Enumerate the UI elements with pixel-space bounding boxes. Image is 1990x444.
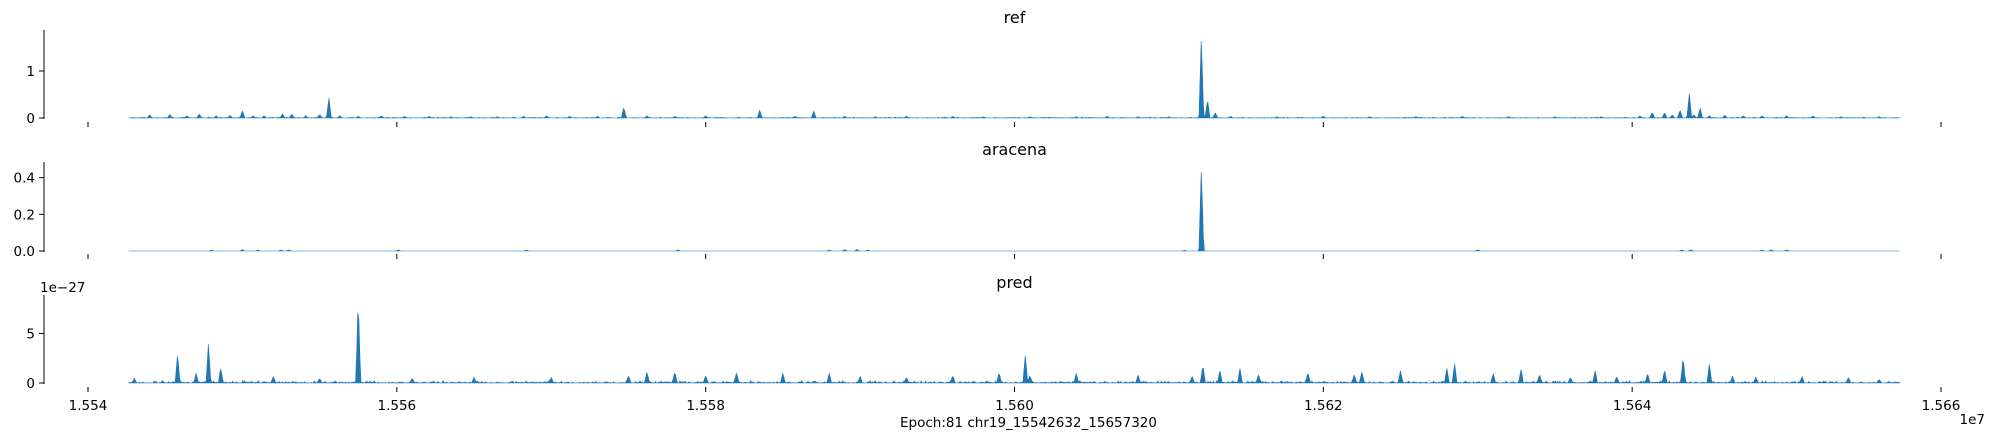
aracena-area-series bbox=[128, 172, 1900, 252]
x-axis-label: Epoch:81 chr19_15542632_15657320 bbox=[900, 415, 1157, 431]
ref-panel: ref 0 1 bbox=[26, 8, 1942, 127]
aracena-title: aracena bbox=[982, 140, 1047, 159]
pred-title: pred bbox=[996, 273, 1032, 292]
aracena-ytick-label: 0.0 bbox=[14, 244, 35, 260]
pred-ytick-label: 0 bbox=[26, 376, 35, 392]
xtick-label: 1.560 bbox=[995, 398, 1034, 414]
pred-area-series bbox=[128, 312, 1900, 384]
aracena-ytick-label: 0.4 bbox=[14, 171, 35, 187]
pred-ytick-label: 5 bbox=[26, 327, 35, 343]
xtick-label: 1.558 bbox=[686, 398, 725, 414]
xtick-label: 1.562 bbox=[1304, 398, 1343, 414]
ref-title: ref bbox=[1004, 8, 1026, 27]
aracena-ytick-label: 0.2 bbox=[14, 207, 35, 223]
ref-ytick-label: 0 bbox=[26, 111, 35, 127]
xtick-label: 1.556 bbox=[378, 398, 417, 414]
pred-panel: pred 1e−27 1e7 Epoch:81 chr19_15542632_1… bbox=[26, 273, 1985, 431]
y-offset-label: 1e−27 bbox=[40, 280, 85, 296]
x-offset-label: 1e7 bbox=[1960, 412, 1985, 428]
xtick-label: 1.554 bbox=[69, 398, 108, 414]
ref-area-series bbox=[128, 40, 1900, 119]
ref-ytick-label: 1 bbox=[26, 64, 35, 80]
xtick-label: 1.566 bbox=[1922, 398, 1961, 414]
xtick-label: 1.564 bbox=[1613, 398, 1652, 414]
aracena-panel: aracena 0.0 0.2 0.4 bbox=[14, 140, 1942, 260]
